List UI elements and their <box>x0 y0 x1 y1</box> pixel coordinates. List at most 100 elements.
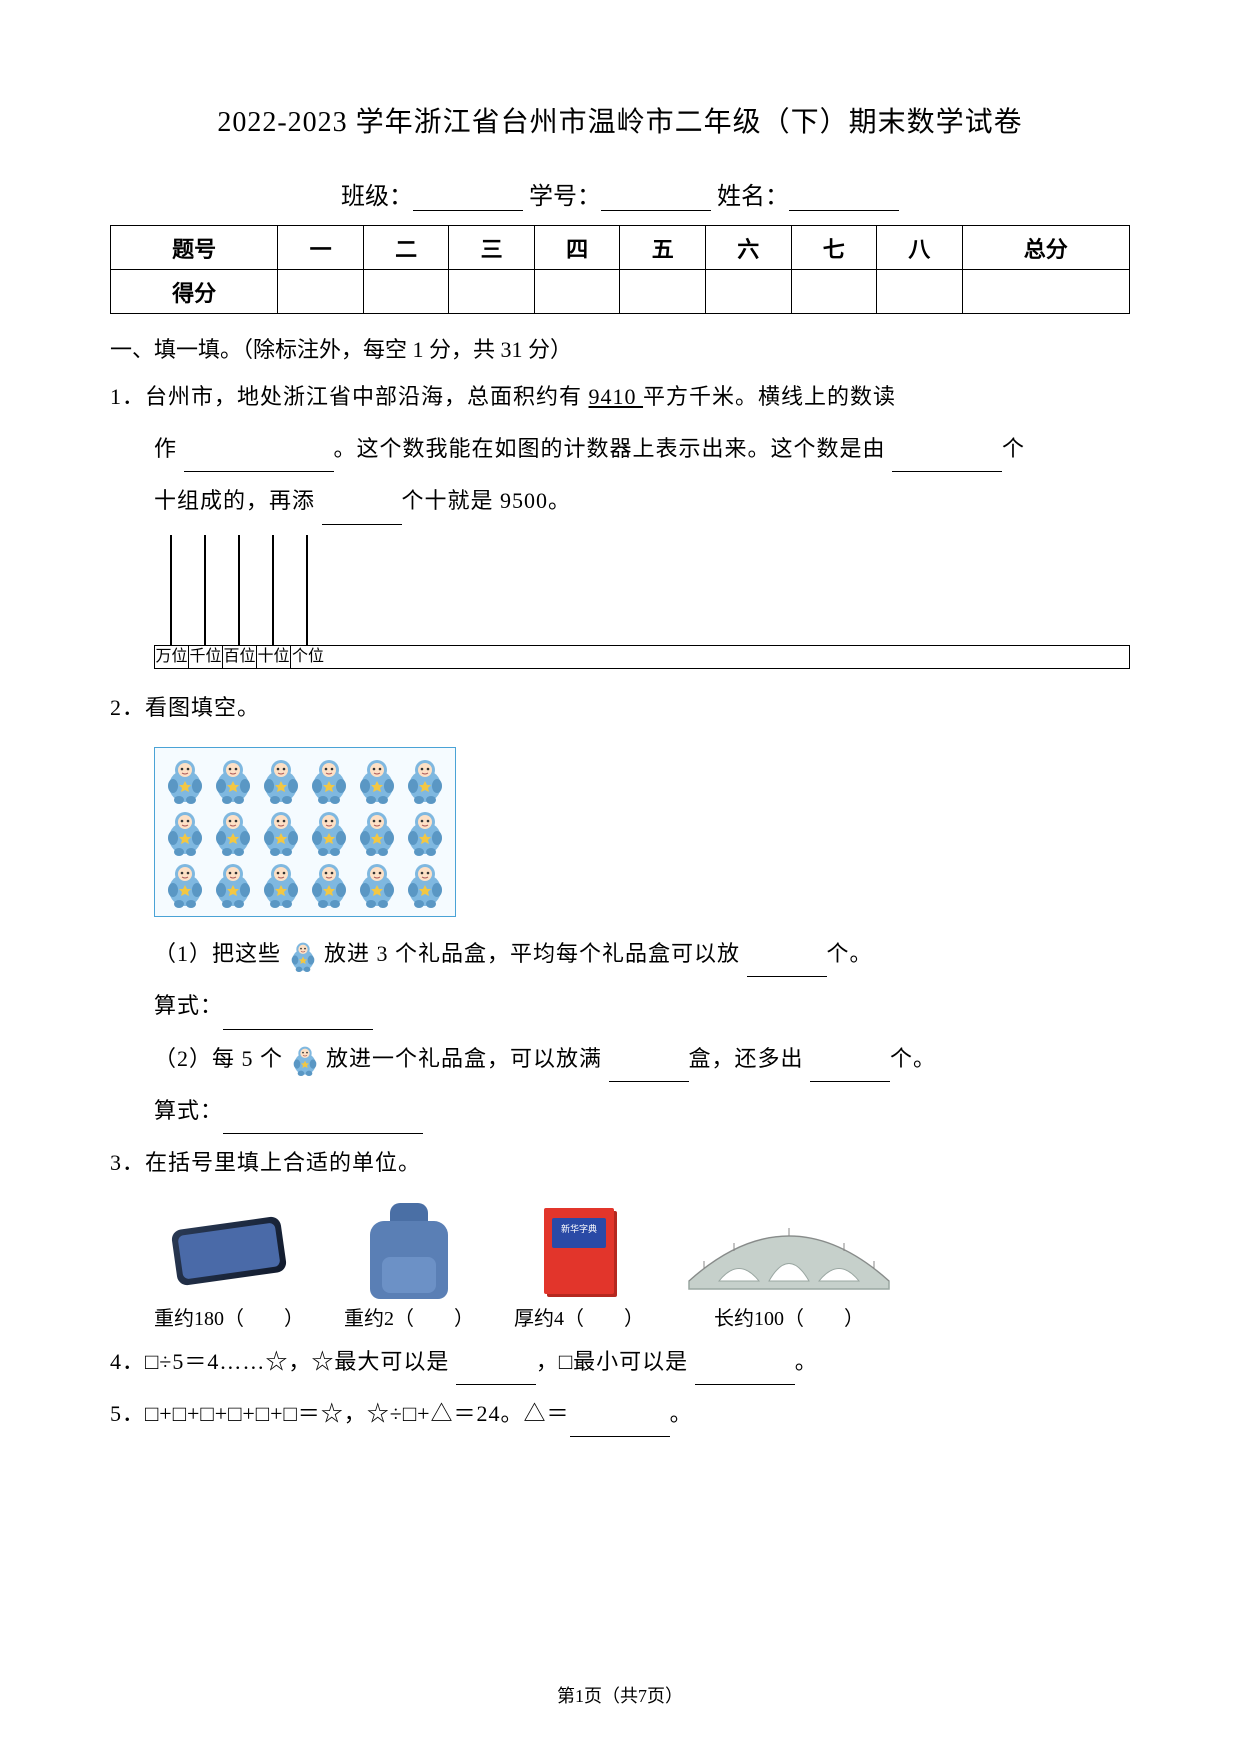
doll-icon <box>307 808 351 856</box>
id-label: 学号： <box>529 184 601 210</box>
q1-underline-num: 9410 <box>589 384 644 409</box>
q3-title: 在括号里填上合适的单位。 <box>145 1150 421 1175</box>
th: 七 <box>791 226 877 270</box>
q1-t2c: 个 <box>1002 436 1025 461</box>
doll-icon <box>163 808 207 856</box>
q1-line2: 作 。这个数我能在如图的计数器上表示出来。这个数是由 个 <box>110 426 1130 472</box>
q5: 5．□+□+□+□+□+□＝☆，☆÷□+△＝24。△＝。 <box>110 1391 1130 1437</box>
doll-icon <box>290 1044 320 1076</box>
phone-icon <box>171 1216 288 1287</box>
q2-p1a: （1）把这些 <box>154 941 288 966</box>
q2-p2d: 个。 <box>890 1046 936 1071</box>
q3: 3．在括号里填上合适的单位。 <box>110 1140 1130 1186</box>
doll-icon <box>403 808 447 856</box>
th: 一 <box>278 226 364 270</box>
unit-label: 厚约4（ ） <box>514 1302 644 1331</box>
unit-label: 重约180（ ） <box>154 1302 304 1331</box>
th: 三 <box>449 226 535 270</box>
abacus-label: 百位 <box>223 646 257 668</box>
page-title: 2022-2023 学年浙江省台州市温岭市二年级（下）期末数学试卷 <box>110 100 1130 140</box>
score-table: 题号 一 二 三 四 五 六 七 八 总分 得分 <box>110 225 1130 314</box>
doll-icon <box>288 940 318 972</box>
doll-icon <box>307 860 351 908</box>
q2-blank1 <box>747 957 827 977</box>
q4-num: 4． <box>110 1349 145 1374</box>
doll-icon <box>403 860 447 908</box>
q1-blank1 <box>184 452 334 472</box>
name-label: 姓名： <box>717 184 789 210</box>
doll-icon <box>259 860 303 908</box>
td <box>449 270 535 314</box>
unit-row: 重约180（ ） 重约2（ ） 厚约4（ ） <box>154 1206 1130 1331</box>
q4: 4．□÷5＝4……☆，☆最大可以是 ，□最小可以是 。 <box>110 1339 1130 1385</box>
abacus-figure: 万位 千位 百位 十位 个位 <box>154 535 1130 669</box>
th: 六 <box>705 226 791 270</box>
doll-icon <box>355 860 399 908</box>
abacus-label: 个位 <box>291 646 325 668</box>
q2: 2．看图填空。 <box>110 685 1130 731</box>
q4-a: □÷5＝4……☆，☆最大可以是 <box>145 1349 456 1374</box>
score-value-row: 得分 <box>111 270 1130 314</box>
td <box>278 270 364 314</box>
td <box>877 270 963 314</box>
class-label: 班级： <box>341 184 413 210</box>
doll-icon <box>211 860 255 908</box>
eq-label: 算式： <box>154 1098 223 1123</box>
q5-a: □+□+□+□+□+□＝☆，☆÷□+△＝24。△＝ <box>145 1401 570 1426</box>
q2-eq1-blank <box>223 1010 373 1030</box>
q1-num: 1． <box>110 384 145 409</box>
doll-icon <box>259 756 303 804</box>
doll-icon <box>259 808 303 856</box>
doll-icon <box>403 756 447 804</box>
q2-eq2-blank <box>223 1114 423 1134</box>
unit-label: 重约2（ ） <box>344 1302 474 1331</box>
q1-blank3 <box>322 505 402 525</box>
unit-book: 厚约4（ ） <box>514 1206 644 1331</box>
score-header-row: 题号 一 二 三 四 五 六 七 八 总分 <box>111 226 1130 270</box>
th: 五 <box>620 226 706 270</box>
q1-t3b: 个十就是 9500。 <box>402 488 572 513</box>
q1: 1．台州市，地处浙江省中部沿海，总面积约有 9410 平方千米。横线上的数读 <box>110 374 1130 420</box>
q2-p1b: 放进 3 个礼品盒，平均每个礼品盒可以放 <box>318 941 747 966</box>
th: 八 <box>877 226 963 270</box>
q2-p2b: 放进一个礼品盒，可以放满 <box>320 1046 609 1071</box>
td <box>363 270 449 314</box>
td <box>791 270 877 314</box>
class-blank <box>413 189 523 211</box>
bridge-icon <box>684 1211 894 1291</box>
th: 题号 <box>111 226 278 270</box>
backpack-icon <box>364 1203 454 1299</box>
doll-icon <box>211 808 255 856</box>
id-blank <box>601 189 711 211</box>
th: 四 <box>534 226 620 270</box>
q5-b: 。 <box>670 1401 693 1426</box>
q2-blank3 <box>810 1062 890 1082</box>
doll-icon <box>355 808 399 856</box>
book-icon <box>544 1208 614 1294</box>
q2-title: 看图填空。 <box>145 695 260 720</box>
th: 总分 <box>962 226 1129 270</box>
q4-blank2 <box>695 1363 795 1385</box>
q2-num: 2． <box>110 695 145 720</box>
unit-backpack: 重约2（ ） <box>344 1206 474 1331</box>
q1-t2a: 作 <box>154 436 184 461</box>
eq-label: 算式： <box>154 993 223 1018</box>
doll-icon <box>307 756 351 804</box>
td <box>962 270 1129 314</box>
page-footer: 第1页（共7页） <box>0 1682 1240 1708</box>
q1-t2b: 。这个数我能在如图的计数器上表示出来。这个数是由 <box>334 436 893 461</box>
th: 二 <box>363 226 449 270</box>
doll-icon <box>211 756 255 804</box>
q2-p2c: 盒，还多出 <box>689 1046 811 1071</box>
unit-bridge: 长约100（ ） <box>684 1206 894 1331</box>
unit-label: 长约100（ ） <box>684 1302 894 1331</box>
q4-blank1 <box>456 1365 536 1385</box>
abacus-label: 千位 <box>189 646 223 668</box>
q2-eq1: 算式： <box>110 983 1130 1029</box>
td <box>705 270 791 314</box>
q5-blank <box>570 1415 670 1437</box>
doll-icon <box>163 860 207 908</box>
unit-phone: 重约180（ ） <box>154 1206 304 1331</box>
student-info-line: 班级： 学号： 姓名： <box>110 176 1130 211</box>
abacus-label: 十位 <box>257 646 291 668</box>
